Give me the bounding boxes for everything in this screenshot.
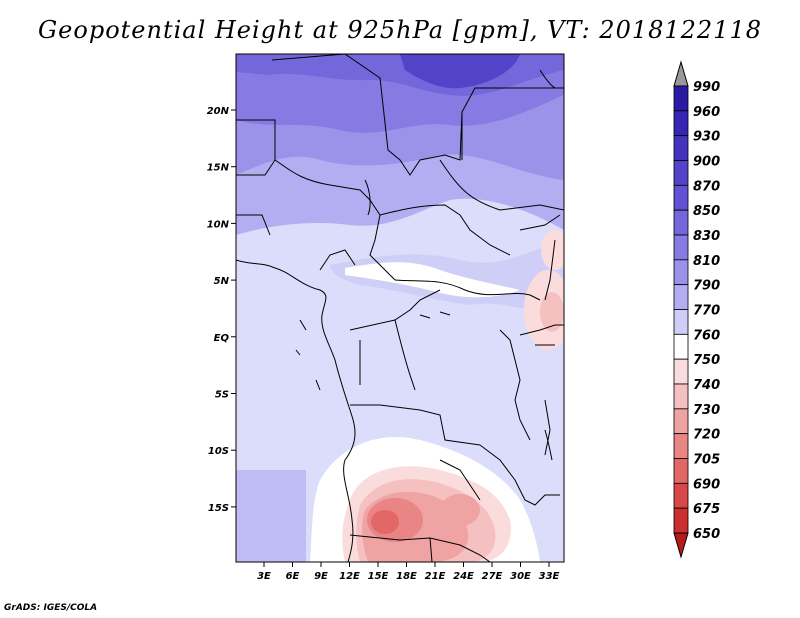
colorbar-segment	[673, 309, 689, 335]
y-tick-label: 5S	[215, 390, 229, 401]
colorbar-label: 900	[693, 155, 720, 170]
colorbar-segment	[673, 135, 689, 161]
map-frame	[235, 53, 565, 563]
colorbar-label: 930	[693, 130, 720, 145]
colorbar-segment	[673, 383, 689, 410]
colorbar-segment	[673, 110, 689, 137]
colorbar-segment	[673, 507, 689, 534]
band-760-north	[345, 262, 520, 298]
x-tick-label: 27E	[482, 571, 503, 582]
colorbar-segment	[673, 433, 689, 459]
colorbar-segment	[673, 209, 689, 236]
colorbar-segment	[673, 85, 689, 112]
west-band-790	[236, 470, 306, 562]
map-title: Geopotential Height at 925hPa [gpm], VT:…	[38, 16, 762, 44]
colorbar-label: 675	[693, 502, 720, 517]
south-low-secondary	[440, 494, 480, 526]
colorbar-bottom-arrow	[673, 532, 689, 559]
grads-credit: GrADS: IGES/COLA	[4, 603, 98, 613]
colorbar-label: 650	[693, 527, 720, 542]
y-tick-label: 15S	[208, 503, 229, 514]
colorbar-segment	[673, 160, 689, 186]
y-tick-label: 5N	[214, 276, 230, 287]
colorbar-label: 760	[693, 328, 720, 343]
x-tick-label: 3E	[257, 571, 271, 582]
colorbar-segment	[673, 482, 689, 509]
colorbar-segment	[673, 234, 689, 261]
x-axis: 3E 6E 9E 12E 15E 18E 21E 24E 27E 30E 33E	[257, 562, 560, 582]
colorbar: 990 960 930 900 870 850 830 810 790 770 760 750 740 7…	[673, 60, 720, 559]
x-tick-label: 30E	[510, 571, 531, 582]
y-tick-label: 20N	[207, 106, 230, 117]
colorbar-label: 720	[693, 428, 720, 443]
x-tick-label: 6E	[286, 571, 300, 582]
country-borders	[236, 54, 564, 562]
x-tick-label: 9E	[314, 571, 328, 582]
east-low-edge	[541, 230, 564, 270]
y-tick-label: EQ	[214, 333, 230, 344]
x-tick-label: 21E	[425, 571, 446, 582]
colorbar-label: 810	[693, 254, 720, 269]
colorbar-label: 690	[693, 477, 720, 492]
y-axis: 20N 15N 10N 5N EQ 5S 10S 15S	[207, 106, 236, 514]
colorbar-segment	[673, 358, 689, 385]
y-tick-label: 10N	[207, 219, 230, 230]
colorbar-segment	[673, 333, 689, 360]
x-tick-label: 33E	[539, 571, 560, 582]
map-plot-area	[236, 54, 564, 562]
x-tick-label: 15E	[368, 571, 389, 582]
colorbar-label: 960	[693, 105, 720, 120]
colorbar-top-arrow	[673, 60, 689, 87]
colorbar-label: 790	[693, 279, 720, 294]
x-tick-label: 18E	[396, 571, 417, 582]
colorbar-label: 770	[693, 304, 720, 319]
colorbar-segment	[673, 184, 689, 211]
south-low-705	[371, 510, 399, 534]
y-tick-label: 10S	[208, 446, 229, 457]
east-low-core	[540, 292, 564, 332]
colorbar-label: 850	[693, 204, 720, 219]
colorbar-label: 870	[693, 179, 720, 194]
colorbar-label: 705	[693, 453, 720, 468]
colorbar-label: 730	[693, 403, 720, 418]
colorbar-segment	[673, 259, 689, 286]
y-tick-label: 15N	[207, 163, 230, 174]
x-tick-label: 24E	[453, 571, 474, 582]
colorbar-label: 750	[693, 353, 720, 368]
x-tick-label: 12E	[339, 571, 360, 582]
colorbar-label: 830	[693, 229, 720, 244]
colorbar-segment	[673, 408, 689, 435]
colorbar-segment	[673, 284, 689, 310]
band-930	[400, 54, 520, 89]
colorbar-segment	[673, 458, 689, 484]
colorbar-label: 990	[693, 80, 720, 95]
colorbar-label: 740	[693, 378, 720, 393]
